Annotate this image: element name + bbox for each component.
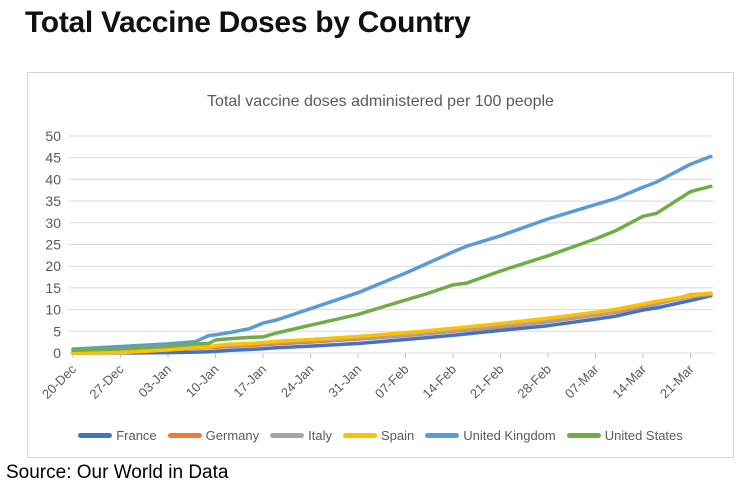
x-axis-label: 31-Jan bbox=[325, 362, 364, 401]
legend-label-united-states: United States bbox=[604, 428, 683, 443]
legend-label-italy: Italy bbox=[308, 428, 332, 443]
x-axis-label: 21-Mar bbox=[657, 361, 697, 401]
legend-label-france: France bbox=[116, 428, 157, 443]
series-line-spain bbox=[71, 291, 713, 355]
legend-label-germany: Germany bbox=[205, 428, 260, 443]
legend-item-italy: Italy bbox=[270, 428, 332, 443]
x-axis-label: 07-Feb bbox=[372, 362, 412, 402]
chart-plot-area: 0 5 10 15 20 25 30 35 40 45 50 20-Dec 27-Dec 03-Jan 10… bbox=[39, 128, 713, 402]
legend-item-france: France bbox=[78, 428, 157, 443]
legend-swatch-france bbox=[78, 433, 113, 438]
legend-item-united-states: United States bbox=[566, 428, 683, 443]
y-axis-label: 35 bbox=[45, 193, 61, 209]
x-axis-label: 07-Mar bbox=[562, 361, 602, 401]
y-axis-label: 0 bbox=[53, 345, 61, 361]
y-axis-label: 30 bbox=[45, 215, 61, 231]
y-axis-label: 10 bbox=[45, 302, 61, 318]
x-axis-label: 28-Feb bbox=[514, 362, 554, 402]
y-axis-label: 15 bbox=[45, 280, 61, 296]
x-axis-label: 24-Jan bbox=[278, 362, 317, 401]
series-line-united-states bbox=[71, 184, 713, 353]
y-axis-label: 50 bbox=[45, 128, 61, 144]
legend-item-spain: Spain bbox=[342, 428, 415, 443]
chart: 0 5 10 15 20 25 30 35 40 45 50 20-Dec 27-Dec 03-Jan 10… bbox=[27, 72, 734, 458]
legend-swatch-germany bbox=[167, 433, 202, 438]
legend-swatch-united-states bbox=[566, 433, 601, 438]
legend-label-united-kingdom: United Kingdom bbox=[463, 428, 556, 443]
y-axis-label: 40 bbox=[45, 171, 61, 187]
legend-swatch-spain bbox=[342, 433, 377, 438]
series-line-france bbox=[71, 293, 713, 355]
legend-item-united-kingdom: United Kingdom bbox=[425, 428, 556, 443]
chart-legend: France Germany Italy Spain United Kingdom Uni… bbox=[28, 428, 733, 443]
x-axis-label: 27-Dec bbox=[86, 361, 127, 402]
x-axis-label: 20-Dec bbox=[39, 361, 80, 402]
y-axis-label: 45 bbox=[45, 150, 61, 166]
y-axis-label: 5 bbox=[53, 323, 61, 339]
page-title: Total Vaccine Doses by Country bbox=[25, 6, 471, 39]
x-axis-label: 17-Jan bbox=[230, 362, 269, 401]
legend-swatch-italy bbox=[270, 433, 305, 438]
legend-item-germany: Germany bbox=[167, 428, 260, 443]
x-axis-label: 14-Feb bbox=[419, 362, 459, 402]
legend-label-spain: Spain bbox=[380, 428, 415, 443]
y-axis-label: 25 bbox=[45, 237, 61, 253]
series-line-united-kingdom bbox=[71, 154, 713, 351]
x-axis-label: 03-Jan bbox=[135, 362, 174, 401]
source-attribution: Source: Our World in Data bbox=[6, 462, 229, 483]
y-axis-label: 20 bbox=[45, 258, 61, 274]
x-axis-label: 14-Mar bbox=[609, 361, 649, 401]
chart-title: Total vaccine doses administered per 100… bbox=[207, 93, 554, 110]
x-axis-label: 21-Feb bbox=[467, 362, 507, 402]
legend-swatch-united-kingdom bbox=[425, 433, 460, 438]
x-axis-label: 10-Jan bbox=[183, 362, 222, 401]
